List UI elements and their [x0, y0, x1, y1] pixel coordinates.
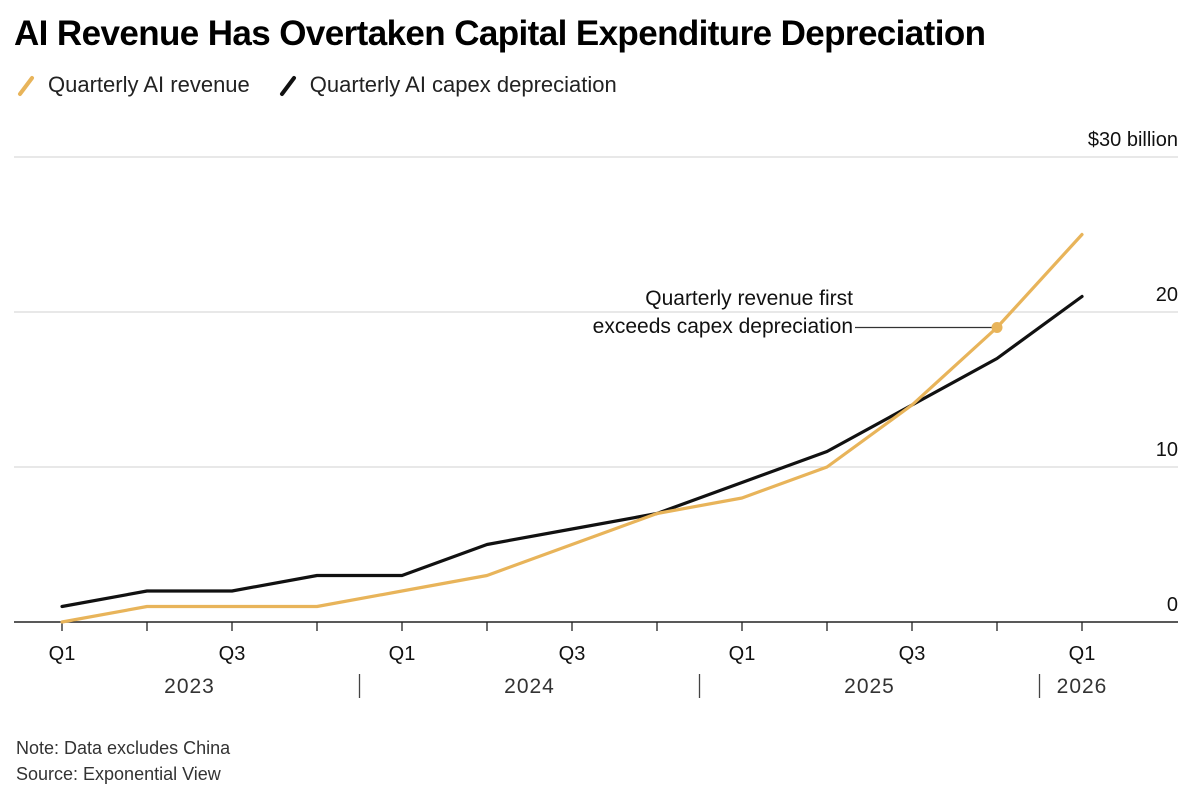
- legend-swatch-revenue: [16, 72, 38, 98]
- x-tick-label: Q1: [389, 643, 416, 665]
- x-tick-label: Q3: [219, 643, 246, 665]
- annotation-text-line: exceeds capex depreciation: [593, 315, 853, 338]
- legend-swatch-depreciation: [278, 72, 300, 98]
- footer-note: Note: Data excludes China: [16, 738, 231, 758]
- legend-item-revenue: Quarterly AI revenue: [16, 72, 250, 98]
- x-year-label: 2024: [504, 675, 555, 698]
- x-tick-label: Q1: [1069, 643, 1096, 665]
- legend-label-revenue: Quarterly AI revenue: [48, 72, 250, 97]
- legend-item-depreciation: Quarterly AI capex depreciation: [278, 72, 617, 98]
- x-tick-label: Q1: [729, 643, 756, 665]
- legend-label-depreciation: Quarterly AI capex depreciation: [309, 72, 617, 97]
- depreciation-line: [60, 294, 1084, 609]
- y-tick-label: 20: [1156, 284, 1178, 306]
- y-tick-label: 0: [1167, 594, 1178, 616]
- annotation-marker: [991, 322, 1003, 333]
- x-year-label: 2023: [164, 675, 215, 698]
- legend: Quarterly AI revenue Quarterly AI capex …: [16, 72, 645, 98]
- x-tick-label: Q1: [49, 643, 76, 665]
- x-year-label: 2026: [1057, 675, 1108, 698]
- x-tick-label: Q3: [899, 643, 926, 665]
- x-tick-label: Q3: [559, 643, 586, 665]
- y-tick-label: $30 billion: [1088, 129, 1178, 151]
- chart-title: AI Revenue Has Overtaken Capital Expendi…: [14, 14, 986, 53]
- x-year-label: 2025: [844, 675, 895, 698]
- revenue-line: [60, 232, 1084, 624]
- footer-source: Source: Exponential View: [16, 764, 221, 784]
- y-tick-label: 10: [1156, 439, 1178, 461]
- annotation-text-line: Quarterly revenue first: [645, 287, 853, 310]
